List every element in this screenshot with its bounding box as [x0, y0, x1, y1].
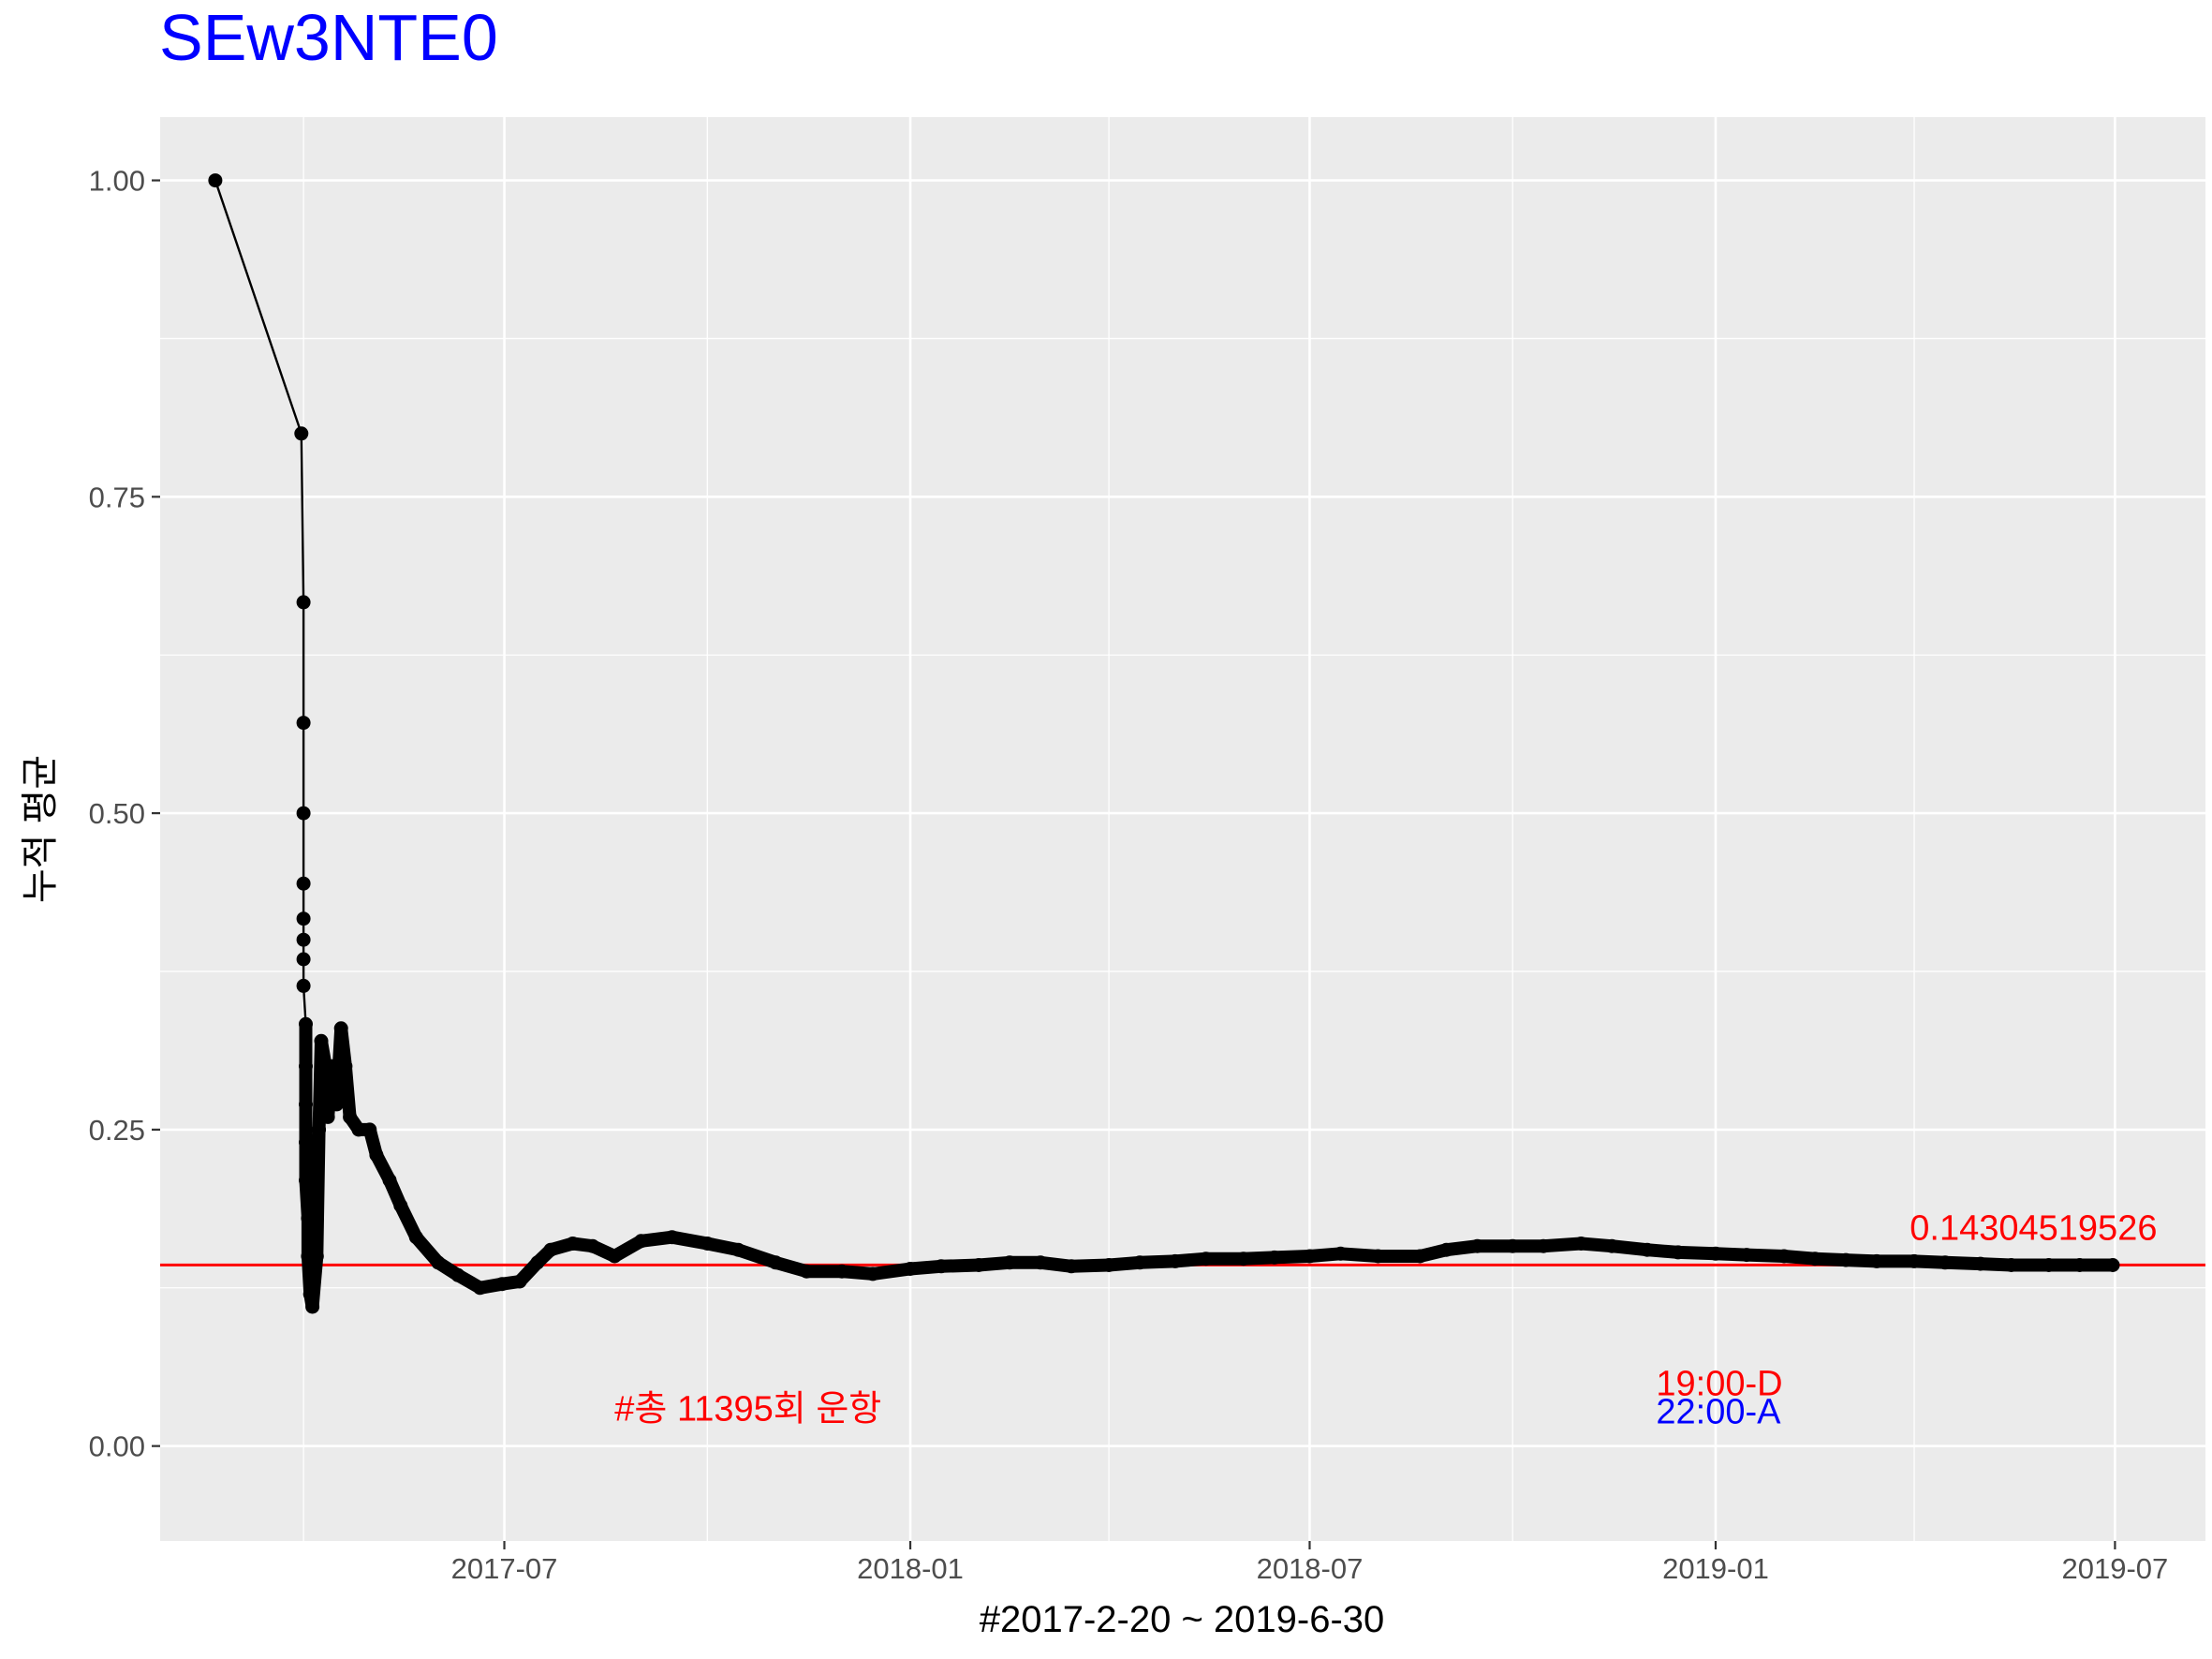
y-axis-title: 누적 평균 — [20, 755, 61, 903]
y-tick-label: 0.75 — [89, 481, 145, 513]
data-point — [296, 952, 311, 967]
x-tick-label: 2018-07 — [1257, 1552, 1364, 1585]
x-tick-label: 2018-01 — [857, 1552, 964, 1585]
annotation-label: 19:00-D — [1656, 1365, 1782, 1404]
y-tick-label: 0.00 — [89, 1430, 145, 1463]
dense-points-band — [299, 1017, 2119, 1313]
data-points — [208, 173, 2120, 1314]
plot-panel — [160, 117, 2205, 1541]
annotation-label: 0.14304519526 — [1910, 1208, 2157, 1248]
annotation-label: 22:00-A — [1656, 1392, 1781, 1431]
y-tick-label: 1.00 — [89, 165, 145, 198]
annotation-label: #총 11395회 운항 — [614, 1390, 881, 1429]
data-point — [296, 595, 311, 610]
y-tick-label: 0.50 — [89, 797, 145, 830]
x-axis-title: #2017-2-20 ~ 2019-6-30 — [980, 1599, 1385, 1640]
data-point — [208, 173, 223, 188]
x-tick-label: 2019-07 — [2062, 1552, 2169, 1585]
x-tick-label: 2017-07 — [451, 1552, 558, 1585]
data-point — [296, 932, 311, 947]
data-point — [296, 806, 311, 821]
x-axis: 2017-07 2018-01 2018-07 2019-01 2019-07 — [451, 1541, 2169, 1585]
data-point — [296, 716, 311, 731]
data-point — [294, 426, 309, 441]
y-axis: 0.00 0.25 0.50 0.75 1.00 — [89, 165, 160, 1463]
chart-title: SEw3NTE0 — [159, 1, 498, 74]
data-point — [296, 911, 311, 926]
y-tick-label: 0.25 — [89, 1114, 145, 1147]
annotations: 0.14304519526 #총 11395회 운항 19:00-D22:00-A — [614, 1208, 2157, 1431]
data-point — [296, 978, 311, 993]
x-tick-label: 2019-01 — [1662, 1552, 1769, 1585]
data-point — [296, 876, 311, 891]
grid-lines — [160, 117, 2205, 1541]
